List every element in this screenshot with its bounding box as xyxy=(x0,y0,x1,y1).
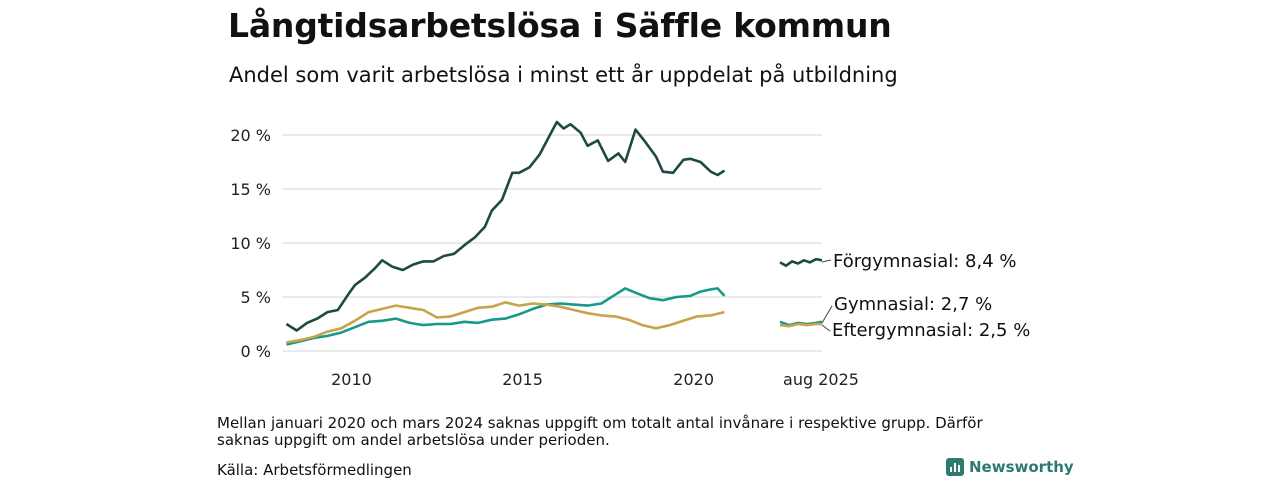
brand-name: Newsworthy xyxy=(969,458,1074,476)
x-tick-label-gap: aug 2025 xyxy=(783,370,859,389)
x-tick-label: 2020 xyxy=(673,370,714,389)
y-tick-label: 15 % xyxy=(230,180,271,199)
series-line-gymnasial xyxy=(286,287,726,346)
source-text: Källa: Arbetsförmedlingen xyxy=(217,461,412,479)
y-tick-label: 5 % xyxy=(241,288,271,307)
y-tick-label: 0 % xyxy=(241,342,271,361)
series-end-label: Gymnasial: 2,7 % xyxy=(834,294,992,315)
chart-subtitle: Andel som varit arbetslösa i minst ett å… xyxy=(229,63,898,87)
series-end-label: Eftergymnasial: 2,5 % xyxy=(832,320,1030,341)
series-line-recent-förgymnasial xyxy=(779,257,823,268)
series-line-recent-eftergymnasial xyxy=(779,322,822,328)
x-tick-label: 2015 xyxy=(502,370,543,389)
label-connector xyxy=(821,324,831,332)
x-tick-label: 2010 xyxy=(331,370,372,389)
series-line-eftergymnasial xyxy=(286,301,725,344)
chart-title: Långtidsarbetslösa i Säffle kommun xyxy=(228,6,892,45)
brand-logo: Newsworthy xyxy=(946,458,1074,476)
bar-chart-icon xyxy=(946,458,964,476)
y-tick-label: 20 % xyxy=(230,126,271,145)
label-connector xyxy=(821,259,832,263)
y-tick-label: 10 % xyxy=(230,234,271,253)
series-line-förgymnasial xyxy=(285,120,726,332)
series-end-label: Förgymnasial: 8,4 % xyxy=(833,251,1017,272)
label-connector xyxy=(821,305,833,324)
footnote: Mellan januari 2020 och mars 2024 saknas… xyxy=(217,414,983,449)
